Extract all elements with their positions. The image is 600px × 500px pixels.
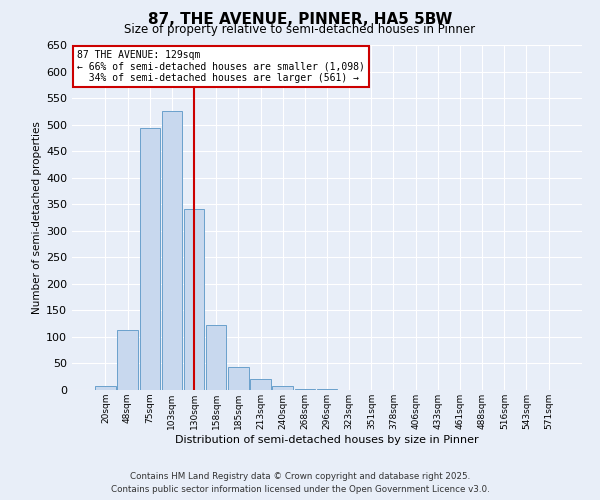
Bar	[250, 380, 271, 390]
Text: 87 THE AVENUE: 129sqm
← 66% of semi-detached houses are smaller (1,098)
  34% of: 87 THE AVENUE: 129sqm ← 66% of semi-deta…	[77, 50, 365, 84]
Bar	[140, 128, 160, 390]
Bar	[184, 209, 204, 390]
Bar	[272, 386, 293, 390]
Text: Size of property relative to semi-detached houses in Pinner: Size of property relative to semi-detach…	[124, 22, 476, 36]
Bar	[118, 330, 138, 390]
Bar	[228, 367, 248, 390]
Y-axis label: Number of semi-detached properties: Number of semi-detached properties	[32, 121, 42, 314]
Text: Contains HM Land Registry data © Crown copyright and database right 2025.
Contai: Contains HM Land Registry data © Crown c…	[110, 472, 490, 494]
Bar	[206, 325, 226, 390]
Text: 87, THE AVENUE, PINNER, HA5 5BW: 87, THE AVENUE, PINNER, HA5 5BW	[148, 12, 452, 28]
X-axis label: Distribution of semi-detached houses by size in Pinner: Distribution of semi-detached houses by …	[175, 434, 479, 444]
Bar	[295, 389, 315, 390]
Bar	[95, 386, 116, 390]
Bar	[161, 111, 182, 390]
